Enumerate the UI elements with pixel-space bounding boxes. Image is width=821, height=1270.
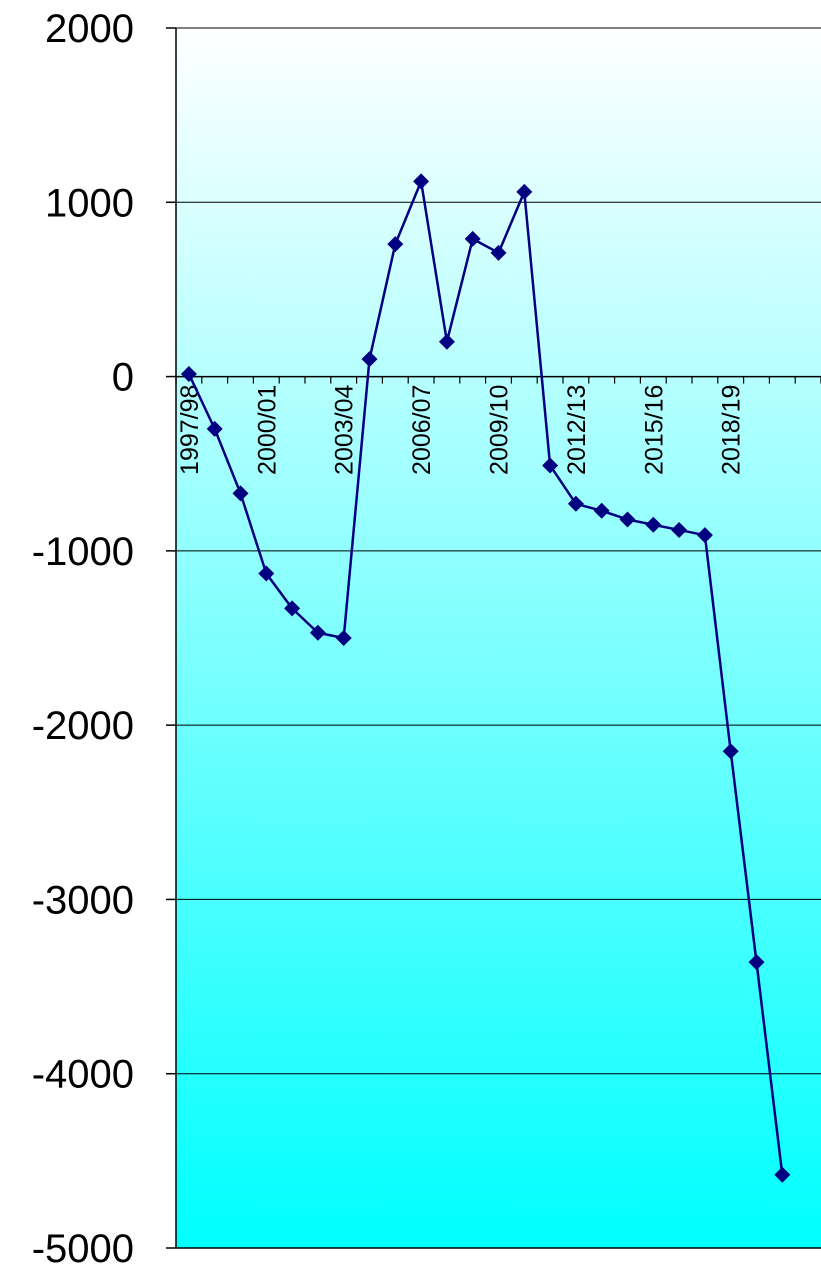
data-point: [232, 485, 249, 502]
data-point: [567, 495, 584, 512]
data-point: [490, 244, 507, 261]
data-point: [361, 351, 378, 368]
x-tick-label: 2018/19: [718, 385, 746, 475]
data-point: [438, 333, 455, 350]
data-point: [593, 502, 610, 519]
series-layer: [180, 173, 791, 1183]
y-tick-label: 0: [112, 356, 134, 400]
data-point: [774, 1166, 791, 1183]
data-point: [696, 527, 713, 544]
x-tick-label: 2015/16: [640, 385, 668, 475]
data-point: [206, 420, 223, 437]
y-tick-label: -1000: [32, 530, 134, 574]
x-tick-label: 2000/01: [253, 385, 281, 475]
data-point: [464, 230, 481, 247]
data-point: [387, 236, 404, 253]
y-tick-labels: 2000 1000 0 -1000 -2000 -3000 -4000 -5000: [32, 7, 134, 1270]
data-point: [413, 173, 430, 190]
data-point: [284, 600, 301, 617]
data-point: [335, 630, 352, 646]
data-point: [722, 743, 739, 760]
data-point: [619, 511, 636, 528]
x-tick-label: 1997/98: [176, 385, 204, 475]
x-tick-label: 2006/07: [408, 385, 436, 475]
plot-area: [176, 28, 821, 1248]
data-point: [748, 954, 765, 971]
data-point: [542, 457, 559, 474]
data-point: [180, 365, 197, 382]
y-tick-label: -5000: [32, 1227, 134, 1265]
data-point: [516, 183, 533, 200]
data-point: [645, 516, 662, 533]
y-tick-label: -2000: [32, 704, 134, 748]
x-tick-label: 2003/04: [331, 384, 359, 474]
x-tick-label: 2012/13: [563, 385, 591, 475]
y-tick-label: 2000: [45, 7, 134, 51]
data-point: [258, 565, 275, 582]
x-tick-labels: 1997/98 2000/01 2003/04 2006/07 2009/10 2012/…: [176, 384, 746, 474]
data-point: [671, 521, 688, 538]
x-tick-label: 2009/10: [486, 385, 514, 475]
data-point: [309, 624, 326, 641]
y-tick-label: -3000: [32, 878, 134, 922]
y-tick-label: -4000: [32, 1053, 134, 1097]
axes: [175, 28, 821, 1249]
y-tick-label: 1000: [45, 181, 134, 225]
